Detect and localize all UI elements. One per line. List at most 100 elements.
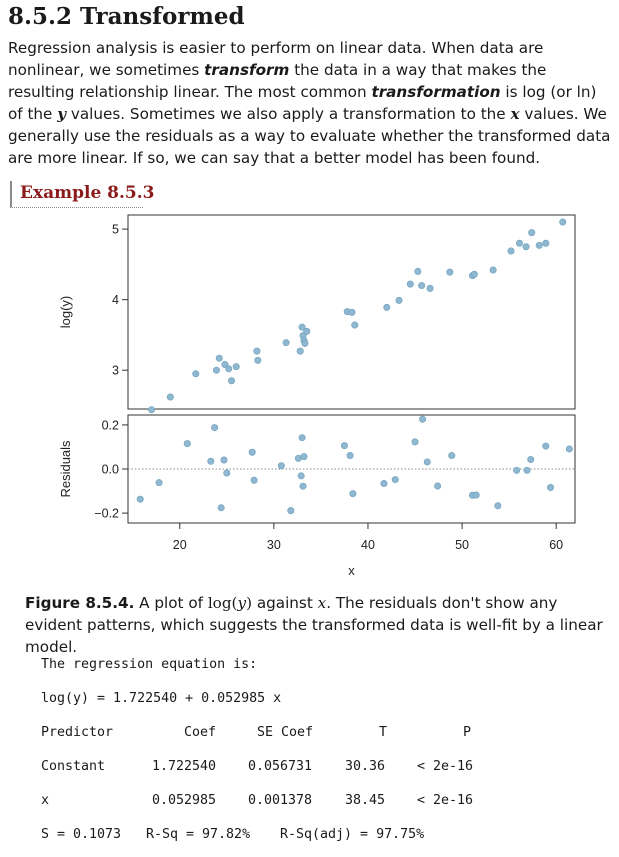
- data-point: [494, 502, 502, 510]
- data-point: [472, 491, 480, 499]
- data-point: [414, 267, 422, 275]
- figure-caption: Figure 8.5.4. A plot of log(y) against x…: [25, 592, 610, 658]
- row-predictor: Constant: [41, 759, 106, 774]
- data-point: [559, 218, 567, 226]
- caption-text-1: A plot of: [134, 594, 208, 612]
- y-tick-label: 0.2: [102, 418, 119, 432]
- row-coef: 1.722540: [152, 759, 217, 774]
- x-tick-label: 60: [549, 538, 563, 552]
- data-point: [507, 247, 515, 255]
- row-t: 30.36: [345, 759, 386, 774]
- data-point: [446, 268, 454, 276]
- data-point: [212, 366, 220, 374]
- data-point: [253, 347, 261, 355]
- data-point: [411, 438, 419, 446]
- math-var-y: y: [57, 105, 67, 123]
- data-point: [528, 229, 536, 237]
- data-point: [228, 377, 236, 385]
- data-point: [211, 424, 219, 432]
- data-point: [248, 448, 256, 456]
- data-point: [297, 472, 305, 480]
- data-point: [296, 347, 304, 355]
- figure-label: Figure 8.5.4.: [25, 594, 135, 612]
- caption-math-log-y: log(y): [208, 594, 252, 612]
- data-point: [215, 354, 223, 362]
- y-tick-label: 0.0: [102, 463, 119, 477]
- intro-text-5: values. We generally use the residuals a…: [8, 105, 611, 167]
- example-header: Example 8.5.3: [10, 181, 155, 208]
- caption-math-paren: ): [246, 594, 252, 612]
- caption-math-x-var: x: [317, 594, 327, 612]
- y-tick-label: 5: [112, 223, 119, 237]
- y-tick-label: 3: [112, 364, 119, 378]
- data-point: [426, 284, 434, 292]
- caption-text-3: . The residuals don't show any evident p…: [25, 594, 603, 656]
- row-p: < 2e-16: [417, 793, 474, 808]
- data-point: [391, 476, 399, 484]
- data-point: [448, 452, 456, 460]
- data-point: [298, 434, 306, 442]
- data-point: [298, 323, 306, 331]
- term-transform: transform: [204, 61, 290, 79]
- intro-text-2: the data in a way that makes the resulti…: [8, 61, 547, 101]
- data-point: [225, 365, 233, 373]
- data-point: [207, 457, 215, 465]
- example-title: Example 8.5.3: [20, 183, 155, 203]
- data-point: [282, 339, 290, 347]
- data-point: [523, 466, 531, 474]
- summary-r-sq: R-Sq = 97.82%: [146, 827, 251, 842]
- data-point: [527, 456, 535, 464]
- caption-math-x: x: [318, 594, 327, 612]
- data-point: [232, 363, 240, 371]
- term-transformation: transformation: [371, 83, 501, 101]
- data-point: [351, 321, 359, 329]
- x-axis-label: x: [348, 563, 355, 578]
- data-point: [565, 445, 573, 453]
- data-point: [380, 480, 388, 488]
- data-point: [406, 280, 414, 288]
- data-point: [340, 442, 348, 450]
- data-point: [192, 370, 200, 378]
- y-axis-label: Residuals: [58, 440, 73, 498]
- summary-s: S = 0.1073: [41, 827, 122, 842]
- data-point: [155, 479, 163, 487]
- caption-math-log: log(: [207, 594, 238, 612]
- data-point: [348, 308, 356, 316]
- x-tick-label: 50: [455, 538, 469, 552]
- intro-paragraph: Regression analysis is easier to perform…: [8, 37, 614, 169]
- figure-plot: 3 4 5 log(y) 0.2 0.0 −0.2 Residuals 20 30 40 50 60 x: [58, 214, 576, 578]
- x-tick-label: 30: [267, 538, 281, 552]
- data-point: [346, 452, 354, 460]
- regression-intro: The regression equation is:: [41, 657, 258, 672]
- data-point: [299, 482, 307, 490]
- row-t: 38.45: [345, 793, 386, 808]
- x-tick-label: 20: [173, 538, 187, 552]
- intro-text-1: Regression analysis is easier to perform…: [8, 39, 544, 79]
- data-point: [183, 440, 191, 448]
- x-tick-label: 40: [361, 538, 375, 552]
- data-point: [383, 303, 391, 311]
- data-point: [220, 456, 228, 464]
- intro-text-4: values. Sometimes we also apply a transf…: [66, 105, 511, 123]
- header-se-coef: SE Coef: [257, 725, 314, 740]
- caption-text-2: against: [252, 594, 318, 612]
- data-point: [522, 243, 530, 251]
- data-point: [547, 484, 555, 492]
- data-point: [535, 241, 543, 249]
- y-axis-label: log(y): [58, 296, 73, 329]
- data-point: [166, 393, 174, 401]
- data-point: [254, 356, 262, 364]
- data-point: [250, 476, 258, 484]
- row-predictor: x: [41, 793, 50, 808]
- data-point: [513, 466, 521, 474]
- data-point: [434, 482, 442, 490]
- intro-text-3: is log (or ln) of the: [8, 83, 597, 123]
- row-se-coef: 0.001378: [248, 793, 313, 808]
- data-point: [300, 453, 308, 461]
- section-title: 8.5.2 Transformed: [8, 3, 245, 30]
- header-t: T: [378, 725, 387, 740]
- row-coef: 0.052985: [152, 793, 217, 808]
- y-tick-label: −0.2: [94, 507, 119, 521]
- data-point: [223, 469, 231, 477]
- summary-r-sq-adj: R-Sq(adj) = 97.75%: [280, 827, 425, 842]
